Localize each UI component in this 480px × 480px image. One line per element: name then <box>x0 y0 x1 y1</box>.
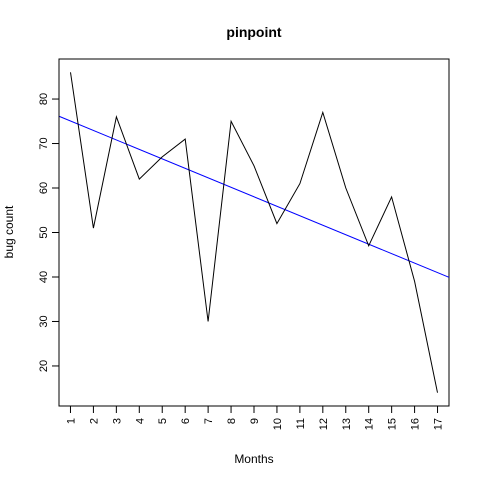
x-tick-label: 16 <box>410 418 422 430</box>
x-tick-label: 4 <box>134 418 146 424</box>
trend-line <box>58 115 450 278</box>
x-tick-label: 10 <box>272 418 284 430</box>
y-tick-label: 50 <box>38 226 50 238</box>
y-tick-label: 80 <box>38 93 50 105</box>
x-tick-label: 3 <box>111 418 123 424</box>
x-tick-label: 13 <box>341 418 353 430</box>
y-axis-label: bug count <box>2 205 16 258</box>
series-line-1 <box>70 72 438 393</box>
y-tick-label: 40 <box>38 271 50 283</box>
x-tick-label: 2 <box>88 418 100 424</box>
x-tick-label: 17 <box>433 418 445 430</box>
x-tick-label: 12 <box>318 418 330 430</box>
x-axis-label: Months <box>234 452 273 466</box>
y-tick-label: 20 <box>38 360 50 372</box>
x-tick-label: 9 <box>249 418 261 424</box>
x-tick-label: 5 <box>157 418 169 424</box>
chart-title: pinpoint <box>226 24 282 40</box>
y-tick-label: 60 <box>38 182 50 194</box>
x-tick-label: 6 <box>180 418 192 424</box>
x-tick-label: 1 <box>65 418 77 424</box>
x-tick-label: 15 <box>387 418 399 430</box>
x-tick-label: 14 <box>364 418 376 430</box>
x-tick-label: 8 <box>226 418 238 424</box>
y-tick-label: 70 <box>38 137 50 149</box>
y-tick-label: 30 <box>38 315 50 327</box>
x-tick-label: 11 <box>295 418 307 429</box>
x-tick-label: 7 <box>203 418 215 424</box>
